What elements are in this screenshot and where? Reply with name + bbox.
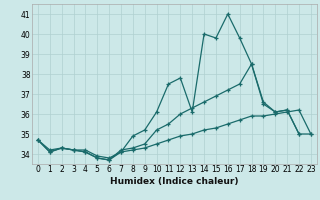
X-axis label: Humidex (Indice chaleur): Humidex (Indice chaleur) xyxy=(110,177,239,186)
